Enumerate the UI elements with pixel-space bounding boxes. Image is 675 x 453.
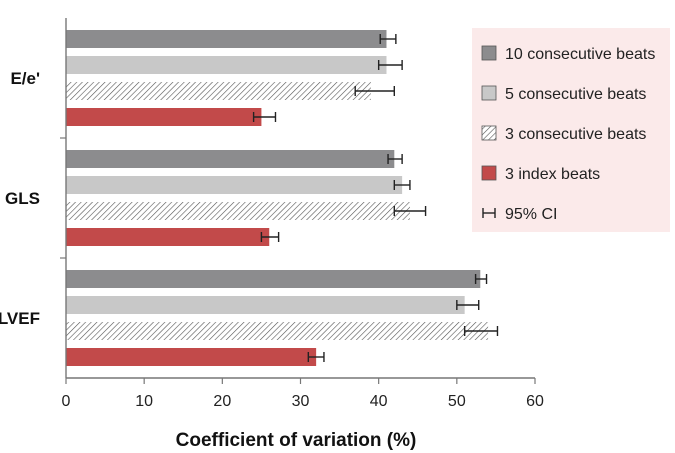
x-tick-label-30: 30 (292, 393, 310, 410)
bar-lvef-3-consecutive-beats (66, 322, 489, 340)
category-label-gls: GLS (5, 189, 40, 208)
error-bar-lvef-5-consecutive-beats (456, 300, 480, 310)
bar-e-e-5-consecutive-beats (66, 56, 387, 74)
bar-lvef-3-index-beats (66, 348, 317, 366)
legend: 10 consecutive beats 5 consecutive beats 3… (472, 28, 670, 232)
axes-layer: E/e' GLS LVEF 0 10 20 30 40 50 60 (0, 18, 544, 410)
error-bar-e-e-10-consecutive-beats (379, 34, 397, 44)
error-bar-lvef-10-consecutive-beats (474, 274, 488, 284)
bar-gls-5-consecutive-beats (66, 176, 403, 194)
error-bar-gls-3-consecutive-beats (393, 206, 427, 216)
legend-swatch-10-consecutive-beats (481, 45, 497, 61)
x-tick-label-0: 0 (62, 393, 71, 410)
error-bar-lvef-3-index-beats (307, 352, 325, 362)
error-bar-e-e-3-consecutive-beats (354, 86, 395, 96)
legend-swatch-3-consecutive-beats (481, 125, 497, 141)
bar-lvef-10-consecutive-beats (66, 270, 481, 288)
error-bar-e-e-5-consecutive-beats (377, 60, 403, 70)
bar-gls-3-consecutive-beats (66, 202, 410, 220)
error-bar-lvef-3-consecutive-beats (463, 326, 499, 336)
x-tick-label-50: 50 (448, 393, 466, 410)
x-tick-label-40: 40 (370, 393, 388, 410)
bar-e-e-3-index-beats (66, 108, 262, 126)
bar-e-e-10-consecutive-beats (66, 30, 387, 48)
error-bar-gls-5-consecutive-beats (393, 180, 411, 190)
bar-gls-3-index-beats (66, 228, 270, 246)
bar-lvef-5-consecutive-beats (66, 296, 465, 314)
bar-e-e-3-consecutive-beats (66, 82, 371, 100)
error-bar-gls-10-consecutive-beats (387, 154, 403, 164)
error-bar-e-e-3-index-beats (252, 112, 277, 122)
bars-layer (66, 30, 499, 366)
category-label-e-e: E/e' (10, 69, 40, 88)
x-tick-label-60: 60 (526, 393, 544, 410)
legend-label-ci: 95% CI (505, 206, 557, 223)
category-label-lvef: LVEF (0, 309, 40, 328)
legend-background (472, 28, 670, 232)
legend-ci-icon (482, 208, 496, 218)
bar-gls-10-consecutive-beats (66, 150, 395, 168)
legend-label-3-index-beats: 3 index beats (505, 166, 600, 183)
legend-swatch-3-index-beats (481, 165, 497, 181)
legend-label-3-consecutive-beats: 3 consecutive beats (505, 126, 646, 143)
error-bar-gls-3-index-beats (260, 232, 280, 242)
x-axis-title: Coefficient of variation (%) (176, 430, 417, 451)
x-tick-label-20: 20 (213, 393, 231, 410)
x-tick-label-10: 10 (135, 393, 153, 410)
legend-label-10-consecutive-beats: 10 consecutive beats (505, 46, 655, 63)
legend-swatch-5-consecutive-beats (481, 85, 497, 101)
legend-label-5-consecutive-beats: 5 consecutive beats (505, 86, 646, 103)
